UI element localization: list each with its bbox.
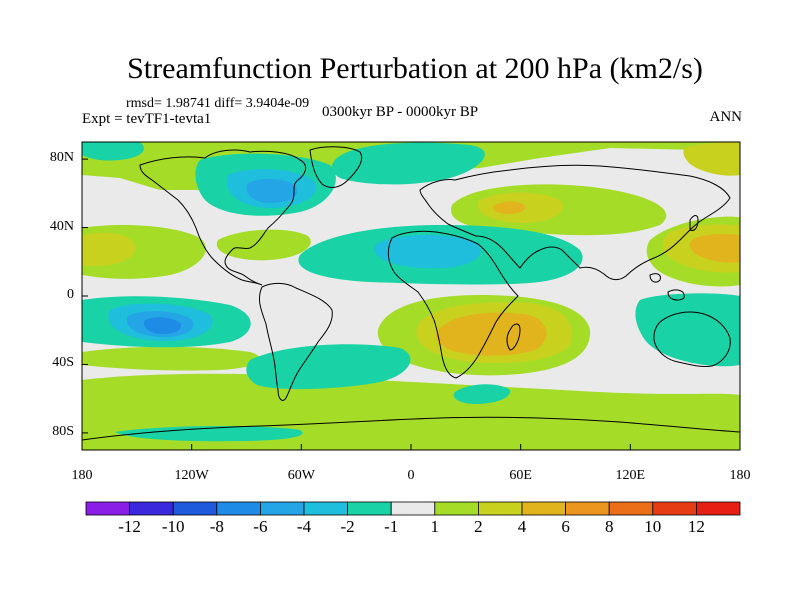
region-central-pacific-high-core [689,234,740,263]
coast-antarctica [82,416,740,441]
colorbar-swatch-5 [303,501,348,516]
coast-eurasia [419,164,731,281]
colorbar-swatch-10 [521,501,566,516]
colorbar-swatch-8 [434,501,479,516]
region-southern-ocean-negative-patch [453,384,511,404]
region-arctic-pacific-negative [82,142,144,161]
colorbar-label-11: 8 [604,517,614,536]
x-tick-label-4: 60E [509,468,532,483]
coastlines [82,146,740,441]
colorbar-label-3: -6 [253,517,268,536]
colorbar-swatch-12 [608,501,654,516]
region-canada-low-center [246,178,298,203]
region-arctic-pacific-high [683,142,740,176]
coast-madagascar [506,323,521,351]
y-tick-label-2: 0 [67,287,74,302]
colorbar-swatch-2 [172,501,218,516]
season-label: ANN [709,109,743,125]
x-tick-label-1: 120W [174,468,209,483]
colorbar-label-7: 1 [430,517,440,536]
region-south-pacific-positive-band [82,346,260,371]
region-south-pacific-low-center [144,317,182,334]
colorbar-swatch-6 [347,501,392,516]
x-tick-label-5: 120E [615,468,646,483]
coast-greenland [309,146,363,188]
x-tick-label-6: 180 [729,468,751,483]
colorbar-label-0: -12 [118,517,141,536]
colorbar-label-12: 10 [644,517,662,536]
x-tick-label-2: 60W [287,468,315,483]
rmsd-stats: rmsd= 1.98741 diff= 3.9404e-09 [126,96,310,111]
x-tick-label-0: 180 [71,468,93,483]
region-south-america-negative [246,344,411,390]
colorbar-label-2: -8 [209,517,224,536]
x-tick-label-3: 0 [407,468,415,483]
colorbar-swatch-3 [216,501,261,516]
coast-south-america [259,282,333,401]
colorbar-swatch-1 [129,501,174,516]
y-tick-label-1: 40N [49,218,74,234]
colorbar-label-6: -1 [384,517,399,536]
colorbar-swatch-9 [477,501,523,516]
colorbar-label-4: -4 [296,517,312,536]
region-indian-ocean-negative [635,293,740,367]
colorbar-swatch-13 [652,501,697,516]
colorbar-swatch-4 [259,501,305,516]
colorbar [85,501,741,516]
chart-title: Streamfunction Perturbation at 200 hPa (… [127,52,703,85]
axis-ticks [81,158,741,450]
y-tick-label-4: 80S [52,423,74,439]
y-tick-label-0: 80N [49,150,74,166]
region-southern-africa-high-core [435,312,547,356]
region-antarctic-negative [115,426,303,442]
colorbar-swatch-11 [565,501,610,516]
coast-africa [387,230,519,379]
region-east-pacific-high-mid [82,232,136,266]
colorbar-swatch-14 [696,501,741,516]
colorbar-swatch-7 [390,501,436,516]
region-caribbean-positive [216,229,311,261]
colorbar-label-13: 12 [687,517,705,536]
colorbar-label-10: 6 [561,517,570,536]
colorbar-label-5: -2 [340,517,355,536]
region-north-africa-low-core [374,234,481,269]
colorbar-label-1: -10 [161,517,185,536]
coast-australia [653,311,731,367]
coast-north-america [139,149,307,286]
colorbar-swatch-0 [85,501,130,516]
colorbar-label-8: 2 [474,517,483,536]
coast-japan-islands [649,215,699,301]
colorbar-label-9: 4 [517,517,527,536]
contour-fields [82,142,740,450]
period-label: 0300kyr BP - 0000kyr BP [322,104,479,120]
y-tick-label-3: 40S [52,355,74,371]
region-greenland-negative [331,142,485,185]
experiment-label: Expt = tevTF1-tevta1 [82,111,212,127]
region-eurasia-high-core [493,201,526,215]
